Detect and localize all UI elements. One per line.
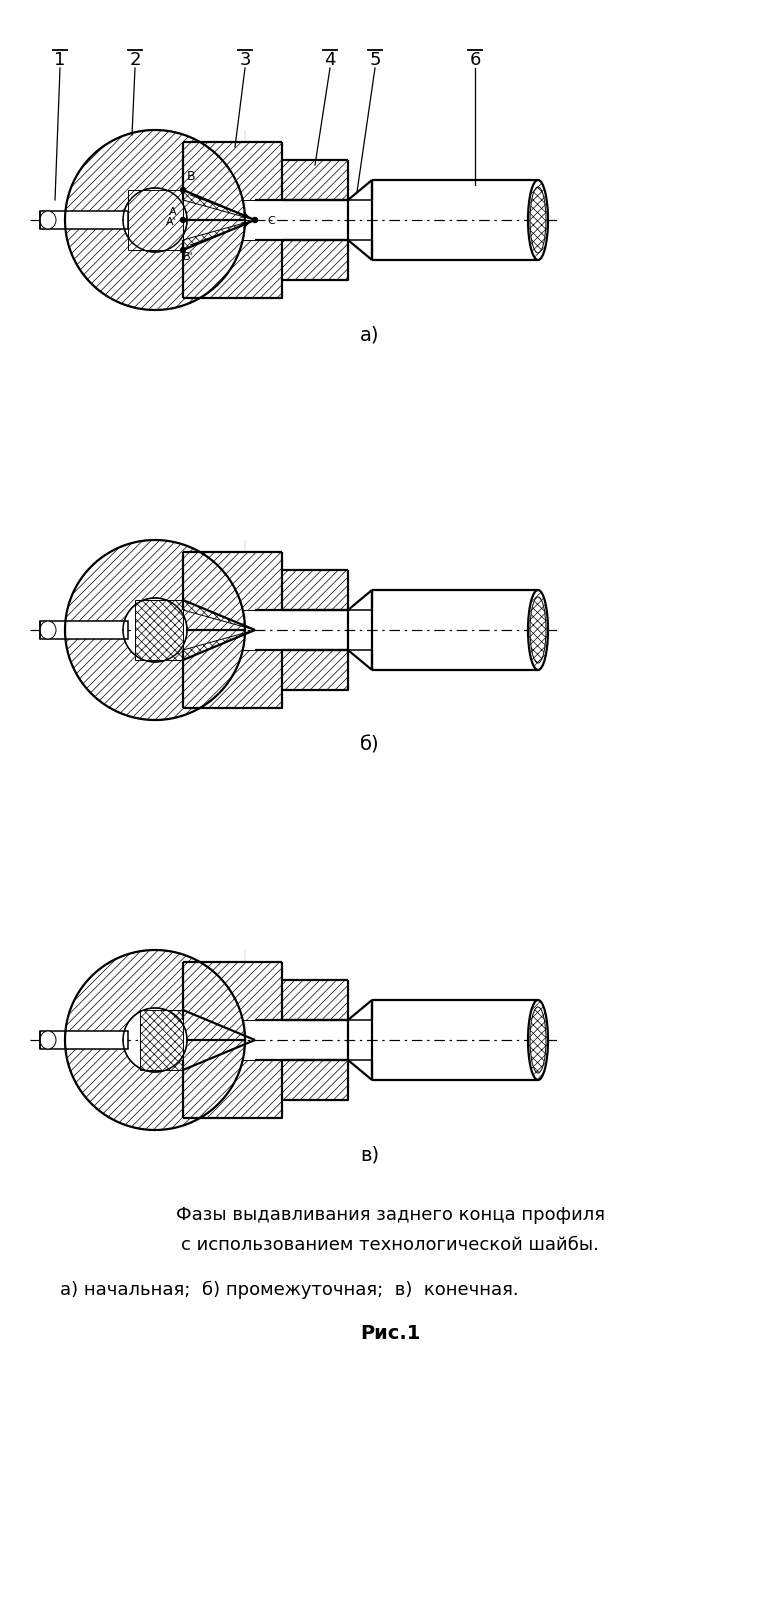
Bar xyxy=(183,963,282,1021)
Polygon shape xyxy=(183,630,255,660)
Bar xyxy=(282,570,348,610)
Text: 4: 4 xyxy=(324,52,335,69)
Text: 1: 1 xyxy=(55,52,66,69)
Text: а): а) xyxy=(360,325,380,345)
Bar xyxy=(40,621,128,639)
Polygon shape xyxy=(183,190,255,221)
Bar xyxy=(282,980,348,1021)
Text: 6: 6 xyxy=(470,52,480,69)
Circle shape xyxy=(180,248,186,253)
Bar xyxy=(128,190,183,250)
Polygon shape xyxy=(65,630,245,720)
Bar xyxy=(135,601,183,660)
Text: A': A' xyxy=(166,217,177,227)
Polygon shape xyxy=(65,1040,245,1130)
Polygon shape xyxy=(183,601,255,630)
Text: Рис.1: Рис.1 xyxy=(360,1323,420,1343)
Bar xyxy=(282,240,348,280)
Text: 5: 5 xyxy=(369,52,381,69)
Polygon shape xyxy=(65,950,245,1040)
Bar xyxy=(282,159,348,200)
Text: A: A xyxy=(169,208,177,217)
Text: в): в) xyxy=(360,1145,380,1164)
Ellipse shape xyxy=(40,621,56,639)
Text: Фазы выдавливания заднего конца профиля: Фазы выдавливания заднего конца профиля xyxy=(176,1206,604,1224)
Text: а) начальная;  б) промежуточная;  в)  конечная.: а) начальная; б) промежуточная; в) конеч… xyxy=(60,1282,519,1299)
Text: с использованием технологической шайбы.: с использованием технологической шайбы. xyxy=(181,1236,599,1254)
Bar xyxy=(183,650,282,708)
Bar xyxy=(183,240,282,298)
Text: B: B xyxy=(186,171,195,184)
Ellipse shape xyxy=(530,187,546,253)
Bar xyxy=(183,552,282,610)
Ellipse shape xyxy=(40,211,56,229)
Polygon shape xyxy=(183,221,255,250)
Text: 2: 2 xyxy=(129,52,140,69)
Polygon shape xyxy=(65,130,245,221)
Circle shape xyxy=(180,217,186,222)
Bar xyxy=(40,1030,128,1050)
Ellipse shape xyxy=(530,1006,546,1072)
Bar xyxy=(282,650,348,691)
Circle shape xyxy=(180,187,186,193)
Polygon shape xyxy=(65,221,245,311)
Circle shape xyxy=(253,217,257,222)
Bar xyxy=(183,142,282,200)
Text: B': B' xyxy=(183,253,193,262)
Bar xyxy=(40,211,128,229)
Ellipse shape xyxy=(528,589,548,670)
Text: 3: 3 xyxy=(239,52,250,69)
Bar xyxy=(140,1009,183,1071)
Bar xyxy=(183,1059,282,1117)
Text: б): б) xyxy=(360,736,380,755)
Ellipse shape xyxy=(530,597,546,663)
Ellipse shape xyxy=(528,1000,548,1080)
Bar xyxy=(282,1059,348,1100)
Ellipse shape xyxy=(40,1030,56,1050)
Text: C: C xyxy=(267,216,275,225)
Polygon shape xyxy=(65,539,245,630)
Ellipse shape xyxy=(528,180,548,259)
